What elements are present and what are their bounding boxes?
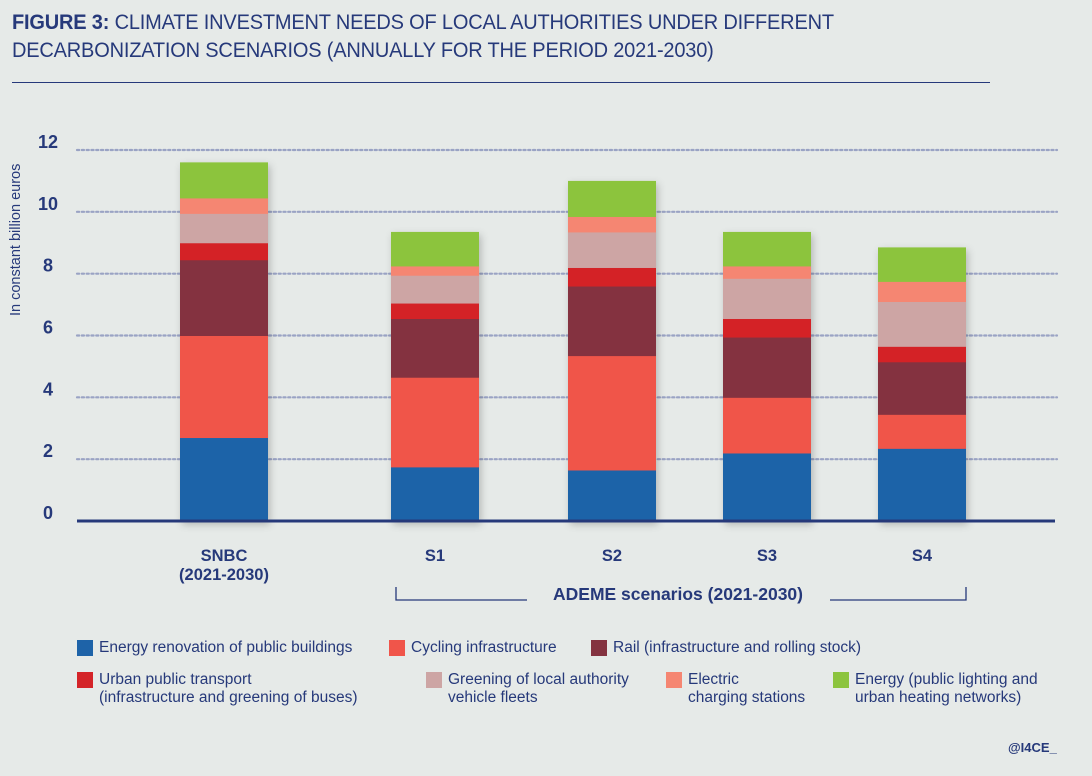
credit-handle: @I4CE_ <box>1008 740 1057 755</box>
bar-segment-greening-of-local-authority-vehicle-fleets <box>878 301 966 347</box>
bar-stack-s3 <box>723 231 811 522</box>
bar-segment-rail-infrastructure-and-rolling-stock <box>568 286 656 357</box>
y-tick-label: 12 <box>38 132 58 152</box>
legend-label: Rail (infrastructure and rolling stock) <box>613 639 862 656</box>
bar-segment-cycling-infrastructure <box>723 397 811 454</box>
y-axis-label: In constant billion euros <box>8 164 24 316</box>
y-axis-ticks: 0 2 4 6 8 10 12 <box>38 132 58 523</box>
bar-segment-energy-renovation-of-public-buildings <box>878 448 966 522</box>
bar-stack-s4 <box>878 247 966 522</box>
bar-segment-rail-infrastructure-and-rolling-stock <box>391 318 479 378</box>
bar-segment-energy-public-lighting-and-urban-heating-networks <box>878 247 966 282</box>
legend-swatch <box>833 672 849 688</box>
x-tick-label: S4 <box>912 547 933 565</box>
legend-item: Electric charging stations <box>666 671 805 707</box>
group-bracket-right <box>830 587 967 601</box>
bar-segment-electric-charging-stations <box>878 281 966 302</box>
bar-segment-energy-renovation-of-public-buildings <box>180 437 268 522</box>
figure-label: FIGURE 3: <box>12 10 110 34</box>
bar-segment-greening-of-local-authority-vehicle-fleets <box>391 275 479 304</box>
x-tick-label: S2 <box>602 547 622 565</box>
y-tick-label: 8 <box>43 256 53 276</box>
legend-swatch <box>77 672 93 688</box>
legend-label: Electric charging stations <box>688 671 806 706</box>
bar-segment-electric-charging-stations <box>180 197 268 214</box>
legend-item: Cycling infrastructure <box>389 639 557 657</box>
y-tick-label: 6 <box>43 318 53 338</box>
legend-item: Energy (public lighting and urban heatin… <box>833 671 1038 707</box>
title-line1: CLIMATE INVESTMENT NEEDS OF LOCAL AUTHOR… <box>109 10 834 34</box>
ademe-group-annotation: ADEME scenarios (2021-2030) <box>395 584 967 604</box>
group-bracket-left <box>395 587 527 601</box>
x-tick-label: S1 <box>425 547 445 565</box>
bar-segment-urban-public-transport-infrastructure-and-greening-of-buses <box>180 242 268 261</box>
bars <box>180 162 966 522</box>
bar-segment-cycling-infrastructure <box>878 414 966 449</box>
legend-label: Energy renovation of public buildings <box>99 639 353 656</box>
bar-segment-urban-public-transport-infrastructure-and-greening-of-buses <box>878 346 966 363</box>
group-label: ADEME scenarios (2021-2030) <box>553 584 803 604</box>
bar-segment-energy-renovation-of-public-buildings <box>568 469 656 522</box>
bar-segment-energy-public-lighting-and-urban-heating-networks <box>568 180 656 217</box>
chart-title: FIGURE 3: CLIMATE INVESTMENT NEEDS OF LO… <box>12 8 942 64</box>
legend-label: Energy (public lighting and urban heatin… <box>855 671 1038 706</box>
legend-label: Urban public transport (infrastructure a… <box>99 671 358 706</box>
bar-segment-cycling-infrastructure <box>180 335 268 439</box>
legend-swatch <box>426 672 442 688</box>
x-tick-label: (2021-2030) <box>179 566 269 584</box>
bar-segment-greening-of-local-authority-vehicle-fleets <box>180 213 268 244</box>
y-tick-label: 2 <box>43 441 53 461</box>
y-tick-label: 0 <box>43 503 53 523</box>
x-tick-label: S3 <box>757 547 777 565</box>
bar-segment-greening-of-local-authority-vehicle-fleets <box>568 231 656 268</box>
bar-segment-urban-public-transport-infrastructure-and-greening-of-buses <box>391 303 479 319</box>
bar-segment-energy-public-lighting-and-urban-heating-networks <box>180 162 268 199</box>
bar-segment-rail-infrastructure-and-rolling-stock <box>180 259 268 336</box>
y-tick-label: 4 <box>43 379 53 399</box>
bar-segment-rail-infrastructure-and-rolling-stock <box>878 361 966 415</box>
title-line2: DECARBONIZATION SCENARIOS (ANNUALLY FOR … <box>12 38 714 62</box>
bar-segment-energy-public-lighting-and-urban-heating-networks <box>723 231 811 267</box>
bar-stack-s2 <box>568 180 656 522</box>
bar-segment-energy-public-lighting-and-urban-heating-networks <box>391 231 479 267</box>
bar-stack-snbc <box>180 162 268 522</box>
legend-swatch <box>591 640 607 656</box>
legend-label: Cycling infrastructure <box>411 639 557 656</box>
legend-label: Greening of local authority vehicle flee… <box>448 671 629 706</box>
bar-segment-greening-of-local-authority-vehicle-fleets <box>723 278 811 319</box>
legend-swatch <box>666 672 682 688</box>
legend-swatch <box>389 640 405 656</box>
legend-item: Urban public transport (infrastructure a… <box>77 671 357 707</box>
title-divider <box>12 82 990 83</box>
legend-item: Greening of local authority vehicle flee… <box>426 671 629 707</box>
bar-segment-electric-charging-stations <box>391 265 479 276</box>
legend-swatch <box>77 640 93 656</box>
bar-segment-urban-public-transport-infrastructure-and-greening-of-buses <box>723 318 811 338</box>
bar-segment-cycling-infrastructure <box>568 355 656 471</box>
bar-segment-rail-infrastructure-and-rolling-stock <box>723 337 811 398</box>
bar-segment-energy-renovation-of-public-buildings <box>391 466 479 522</box>
bar-stack-s1 <box>391 231 479 522</box>
x-axis-ticks: SNBC(2021-2030) S1 S2 S3 S4 <box>179 547 933 584</box>
bar-segment-cycling-infrastructure <box>391 377 479 468</box>
bar-segment-electric-charging-stations <box>723 265 811 279</box>
bar-segment-electric-charging-stations <box>568 216 656 233</box>
bar-segment-energy-renovation-of-public-buildings <box>723 452 811 522</box>
legend-item: Rail (infrastructure and rolling stock) <box>591 639 861 657</box>
y-tick-label: 10 <box>38 194 58 214</box>
legend-item: Energy renovation of public buildings <box>77 639 352 657</box>
x-tick-label: SNBC <box>201 547 248 565</box>
bar-segment-urban-public-transport-infrastructure-and-greening-of-buses <box>568 267 656 287</box>
